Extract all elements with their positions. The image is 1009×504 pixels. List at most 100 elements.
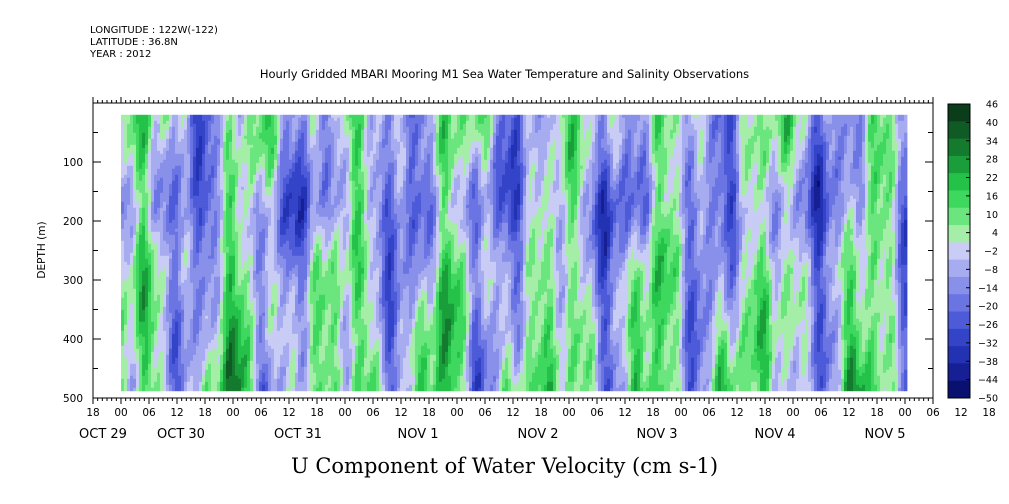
field-cell	[172, 142, 175, 145]
field-cell	[463, 145, 466, 148]
field-cell	[547, 148, 550, 151]
field-cell	[361, 130, 364, 133]
field-cell	[226, 160, 229, 163]
field-cell	[274, 166, 277, 169]
field-cell	[298, 127, 301, 130]
field-cell	[178, 133, 181, 136]
field-cell	[316, 130, 319, 133]
field-cell	[217, 163, 220, 166]
field-cell	[775, 160, 778, 163]
field-cell	[856, 148, 859, 151]
field-cell	[718, 151, 721, 154]
field-cell	[277, 136, 280, 139]
field-cell	[733, 127, 736, 130]
field-cell	[529, 160, 532, 163]
field-cell	[508, 127, 511, 130]
field-cell	[487, 154, 490, 157]
field-cell	[811, 142, 814, 145]
field-cell	[124, 115, 127, 118]
field-cell	[889, 124, 892, 127]
field-cell	[169, 142, 172, 145]
field-cell	[637, 145, 640, 148]
field-cell	[340, 133, 343, 136]
field-cell	[616, 166, 619, 169]
field-cell	[388, 136, 391, 139]
field-cell	[457, 151, 460, 154]
field-cell	[901, 145, 904, 148]
field-cell	[160, 124, 163, 127]
field-cell	[805, 133, 808, 136]
field-cell	[499, 142, 502, 145]
field-cell	[409, 157, 412, 160]
field-cell	[316, 154, 319, 157]
field-cell	[451, 145, 454, 148]
field-cell	[370, 148, 373, 151]
field-cell	[895, 127, 898, 130]
field-cell	[151, 133, 154, 136]
field-cell	[904, 139, 907, 142]
field-cell	[244, 133, 247, 136]
field-cell	[577, 118, 580, 121]
field-cell	[178, 169, 181, 172]
field-cell	[517, 145, 520, 148]
field-cell	[718, 115, 721, 118]
field-cell	[583, 118, 586, 121]
field-cell	[679, 160, 682, 163]
field-cell	[124, 151, 127, 154]
field-cell	[553, 127, 556, 130]
field-cell	[727, 160, 730, 163]
field-cell	[424, 154, 427, 157]
field-cell	[442, 133, 445, 136]
field-cell	[145, 148, 148, 151]
field-cell	[358, 115, 361, 118]
field-cell	[595, 130, 598, 133]
field-cell	[523, 133, 526, 136]
field-cell	[691, 154, 694, 157]
field-cell	[214, 145, 217, 148]
field-cell	[892, 145, 895, 148]
field-cell	[256, 148, 259, 151]
field-cell	[139, 145, 142, 148]
field-cell	[727, 139, 730, 142]
field-cell	[370, 166, 373, 169]
field-cell	[202, 166, 205, 169]
field-cell	[643, 139, 646, 142]
field-cell	[865, 145, 868, 148]
field-cell	[382, 154, 385, 157]
field-cell	[550, 148, 553, 151]
field-cell	[754, 121, 757, 124]
field-cell	[142, 130, 145, 133]
field-cell	[481, 139, 484, 142]
field-cell	[145, 151, 148, 154]
field-cell	[343, 127, 346, 130]
field-cell	[676, 145, 679, 148]
field-cell	[346, 160, 349, 163]
field-cell	[586, 145, 589, 148]
field-cell	[211, 124, 214, 127]
field-cell	[586, 130, 589, 133]
field-cell	[808, 139, 811, 142]
field-cell	[646, 154, 649, 157]
field-cell	[328, 124, 331, 127]
field-cell	[121, 139, 124, 142]
field-cell	[646, 157, 649, 160]
field-cell	[523, 148, 526, 151]
field-cell	[538, 154, 541, 157]
field-cell	[868, 127, 871, 130]
field-cell	[871, 136, 874, 139]
field-cell	[661, 133, 664, 136]
field-cell	[796, 118, 799, 121]
field-cell	[355, 142, 358, 145]
field-cell	[247, 148, 250, 151]
field-cell	[682, 136, 685, 139]
field-cell	[679, 166, 682, 169]
field-cell	[373, 133, 376, 136]
field-cell	[640, 118, 643, 121]
field-cell	[508, 124, 511, 127]
field-cell	[739, 121, 742, 124]
field-cell	[628, 121, 631, 124]
field-cell	[736, 121, 739, 124]
field-cell	[337, 148, 340, 151]
field-cell	[742, 148, 745, 151]
field-cell	[313, 154, 316, 157]
